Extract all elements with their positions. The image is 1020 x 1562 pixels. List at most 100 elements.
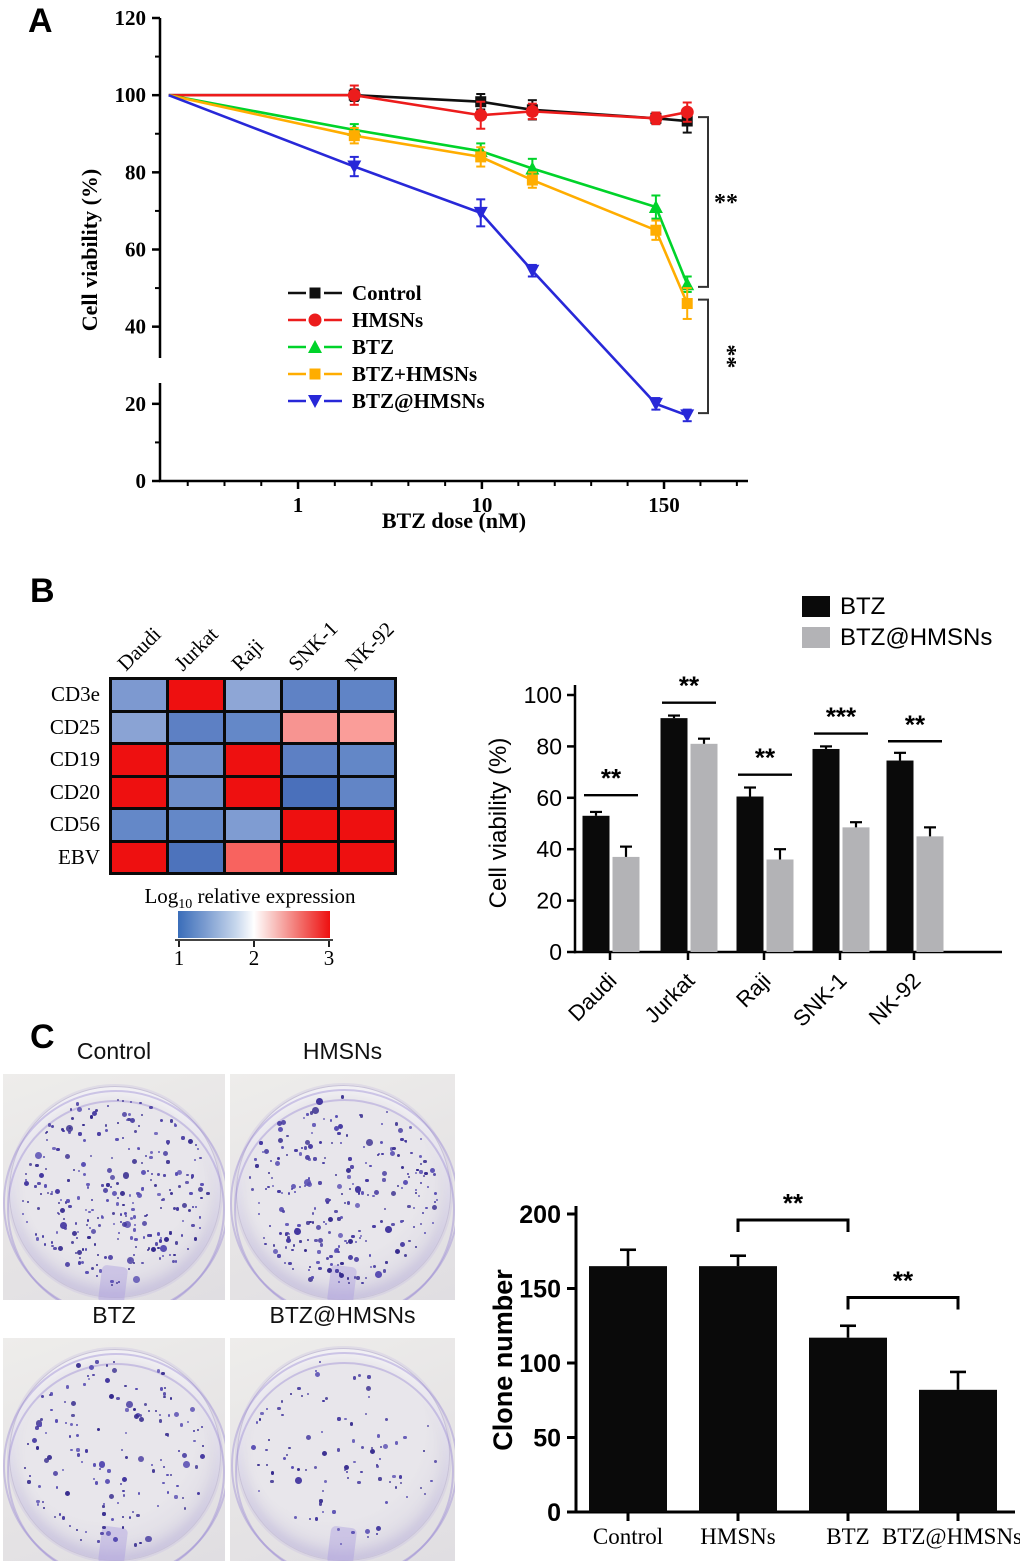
colony-dot <box>278 1206 284 1212</box>
colony-dot <box>358 1192 361 1195</box>
colony-dot <box>122 1490 125 1493</box>
colorbar-axis-line <box>175 939 333 941</box>
colorbar-tick-label: 1 <box>173 946 185 970</box>
heatmap-cell-EBV-Jurkat <box>169 842 223 872</box>
colony-dot <box>362 1145 366 1148</box>
colony-dot <box>290 1188 293 1191</box>
colony-dot <box>406 1173 409 1176</box>
colony-dot <box>85 1223 89 1227</box>
colony-dot <box>140 1170 146 1176</box>
colony-dot <box>165 1432 169 1437</box>
colony-dot <box>323 1479 327 1484</box>
colony-dot <box>199 1453 205 1459</box>
colony-dot <box>156 1504 159 1508</box>
colony-dot <box>257 1489 260 1492</box>
colony-dot <box>50 1241 54 1244</box>
colony-dot <box>338 1272 341 1275</box>
heatmap-cell-CD19-Jurkat <box>169 745 223 775</box>
colony-dot <box>106 1167 112 1173</box>
colony-dot <box>343 1201 346 1204</box>
colony-dot <box>392 1475 396 1479</box>
colony-dot <box>258 1418 261 1421</box>
bar-btz-hmsns <box>916 836 944 952</box>
colony-dot <box>276 1156 281 1161</box>
colony-dot <box>375 1532 378 1536</box>
colony-dot <box>276 1120 282 1126</box>
colony-dot <box>287 1233 291 1236</box>
dish-spout <box>97 1525 129 1561</box>
series-BTZ+HMSNs <box>168 93 693 320</box>
colony-dot <box>128 1517 131 1520</box>
colony-dot <box>38 1423 42 1427</box>
colony-dot <box>112 1222 115 1225</box>
colony-dot <box>281 1119 287 1125</box>
colony-dot <box>137 1455 145 1463</box>
colony-dot <box>132 1407 137 1411</box>
marker-triangle-up <box>525 161 540 175</box>
colony-dot <box>84 1248 87 1251</box>
colony-dot <box>412 1226 415 1229</box>
colony-dot <box>25 1172 28 1175</box>
colony-dot <box>65 1201 68 1204</box>
colony-dot <box>200 1183 204 1187</box>
colony-dot <box>394 1122 399 1126</box>
colony-dot <box>90 1266 94 1271</box>
colony-dot <box>90 1115 94 1119</box>
colony-dot <box>325 1256 330 1260</box>
colony-dot <box>315 1097 323 1105</box>
colony-dot <box>367 1535 370 1539</box>
colony-dot <box>176 1485 179 1488</box>
colorbar-title: Log10 relative expression <box>110 884 390 913</box>
colony-dot <box>410 1151 413 1155</box>
y-tick-label: 80 <box>536 733 562 759</box>
category-label: Daudi <box>563 968 621 1026</box>
series-line <box>168 93 688 417</box>
colony-dot <box>311 1212 314 1215</box>
colony-dot <box>270 1471 275 1475</box>
significance-stars: ** <box>714 344 740 368</box>
colony-dot <box>45 1167 48 1170</box>
colony-dot <box>419 1137 422 1141</box>
colony-dot <box>129 1118 135 1124</box>
heatmap-cell-CD20-SNK-1 <box>283 777 337 807</box>
colony-dot <box>337 1245 341 1248</box>
panel-a-label: A <box>28 2 53 40</box>
colony-dot <box>134 1237 138 1242</box>
legend-swatch-btz <box>802 596 830 617</box>
colony-dot <box>135 1387 138 1390</box>
colony-dot <box>134 1246 137 1249</box>
colony-dot <box>431 1221 434 1225</box>
colony-dot <box>68 1204 72 1209</box>
colony-dot <box>396 1184 399 1188</box>
colony-dot <box>167 1435 170 1438</box>
colony-dot <box>301 1147 304 1150</box>
colony-dot <box>364 1239 368 1243</box>
legend-label: Control <box>352 281 422 305</box>
colony-dot <box>117 1121 120 1125</box>
colony-dot <box>257 1463 260 1466</box>
colony-dot <box>407 1176 410 1179</box>
colony-dot <box>347 1281 351 1284</box>
heatmap-cell-CD56-SNK-1 <box>283 810 337 840</box>
colony-dot <box>272 1244 275 1247</box>
marker-circle <box>308 313 322 327</box>
colony-dot <box>306 1221 310 1225</box>
heatmap-cell-CD25-NK-92 <box>340 712 394 742</box>
y-tick-label: 60 <box>536 785 562 811</box>
colony-dot <box>34 1232 37 1236</box>
colony-dot <box>72 1168 76 1172</box>
colony-dot <box>116 1196 120 1199</box>
colony-dot <box>105 1531 111 1537</box>
colony-dot <box>76 1453 81 1457</box>
colony-dot <box>60 1127 65 1132</box>
colony-dot <box>368 1396 371 1399</box>
colony-dot <box>308 1177 311 1180</box>
colony-dot <box>348 1187 351 1190</box>
colony-dot <box>56 1231 59 1234</box>
colony-dot <box>352 1376 357 1380</box>
colony-dot <box>365 1162 368 1165</box>
colony-dot <box>391 1223 395 1227</box>
colony-dot <box>116 1237 119 1240</box>
colony-dot <box>185 1180 189 1184</box>
colony-dot <box>419 1163 422 1166</box>
